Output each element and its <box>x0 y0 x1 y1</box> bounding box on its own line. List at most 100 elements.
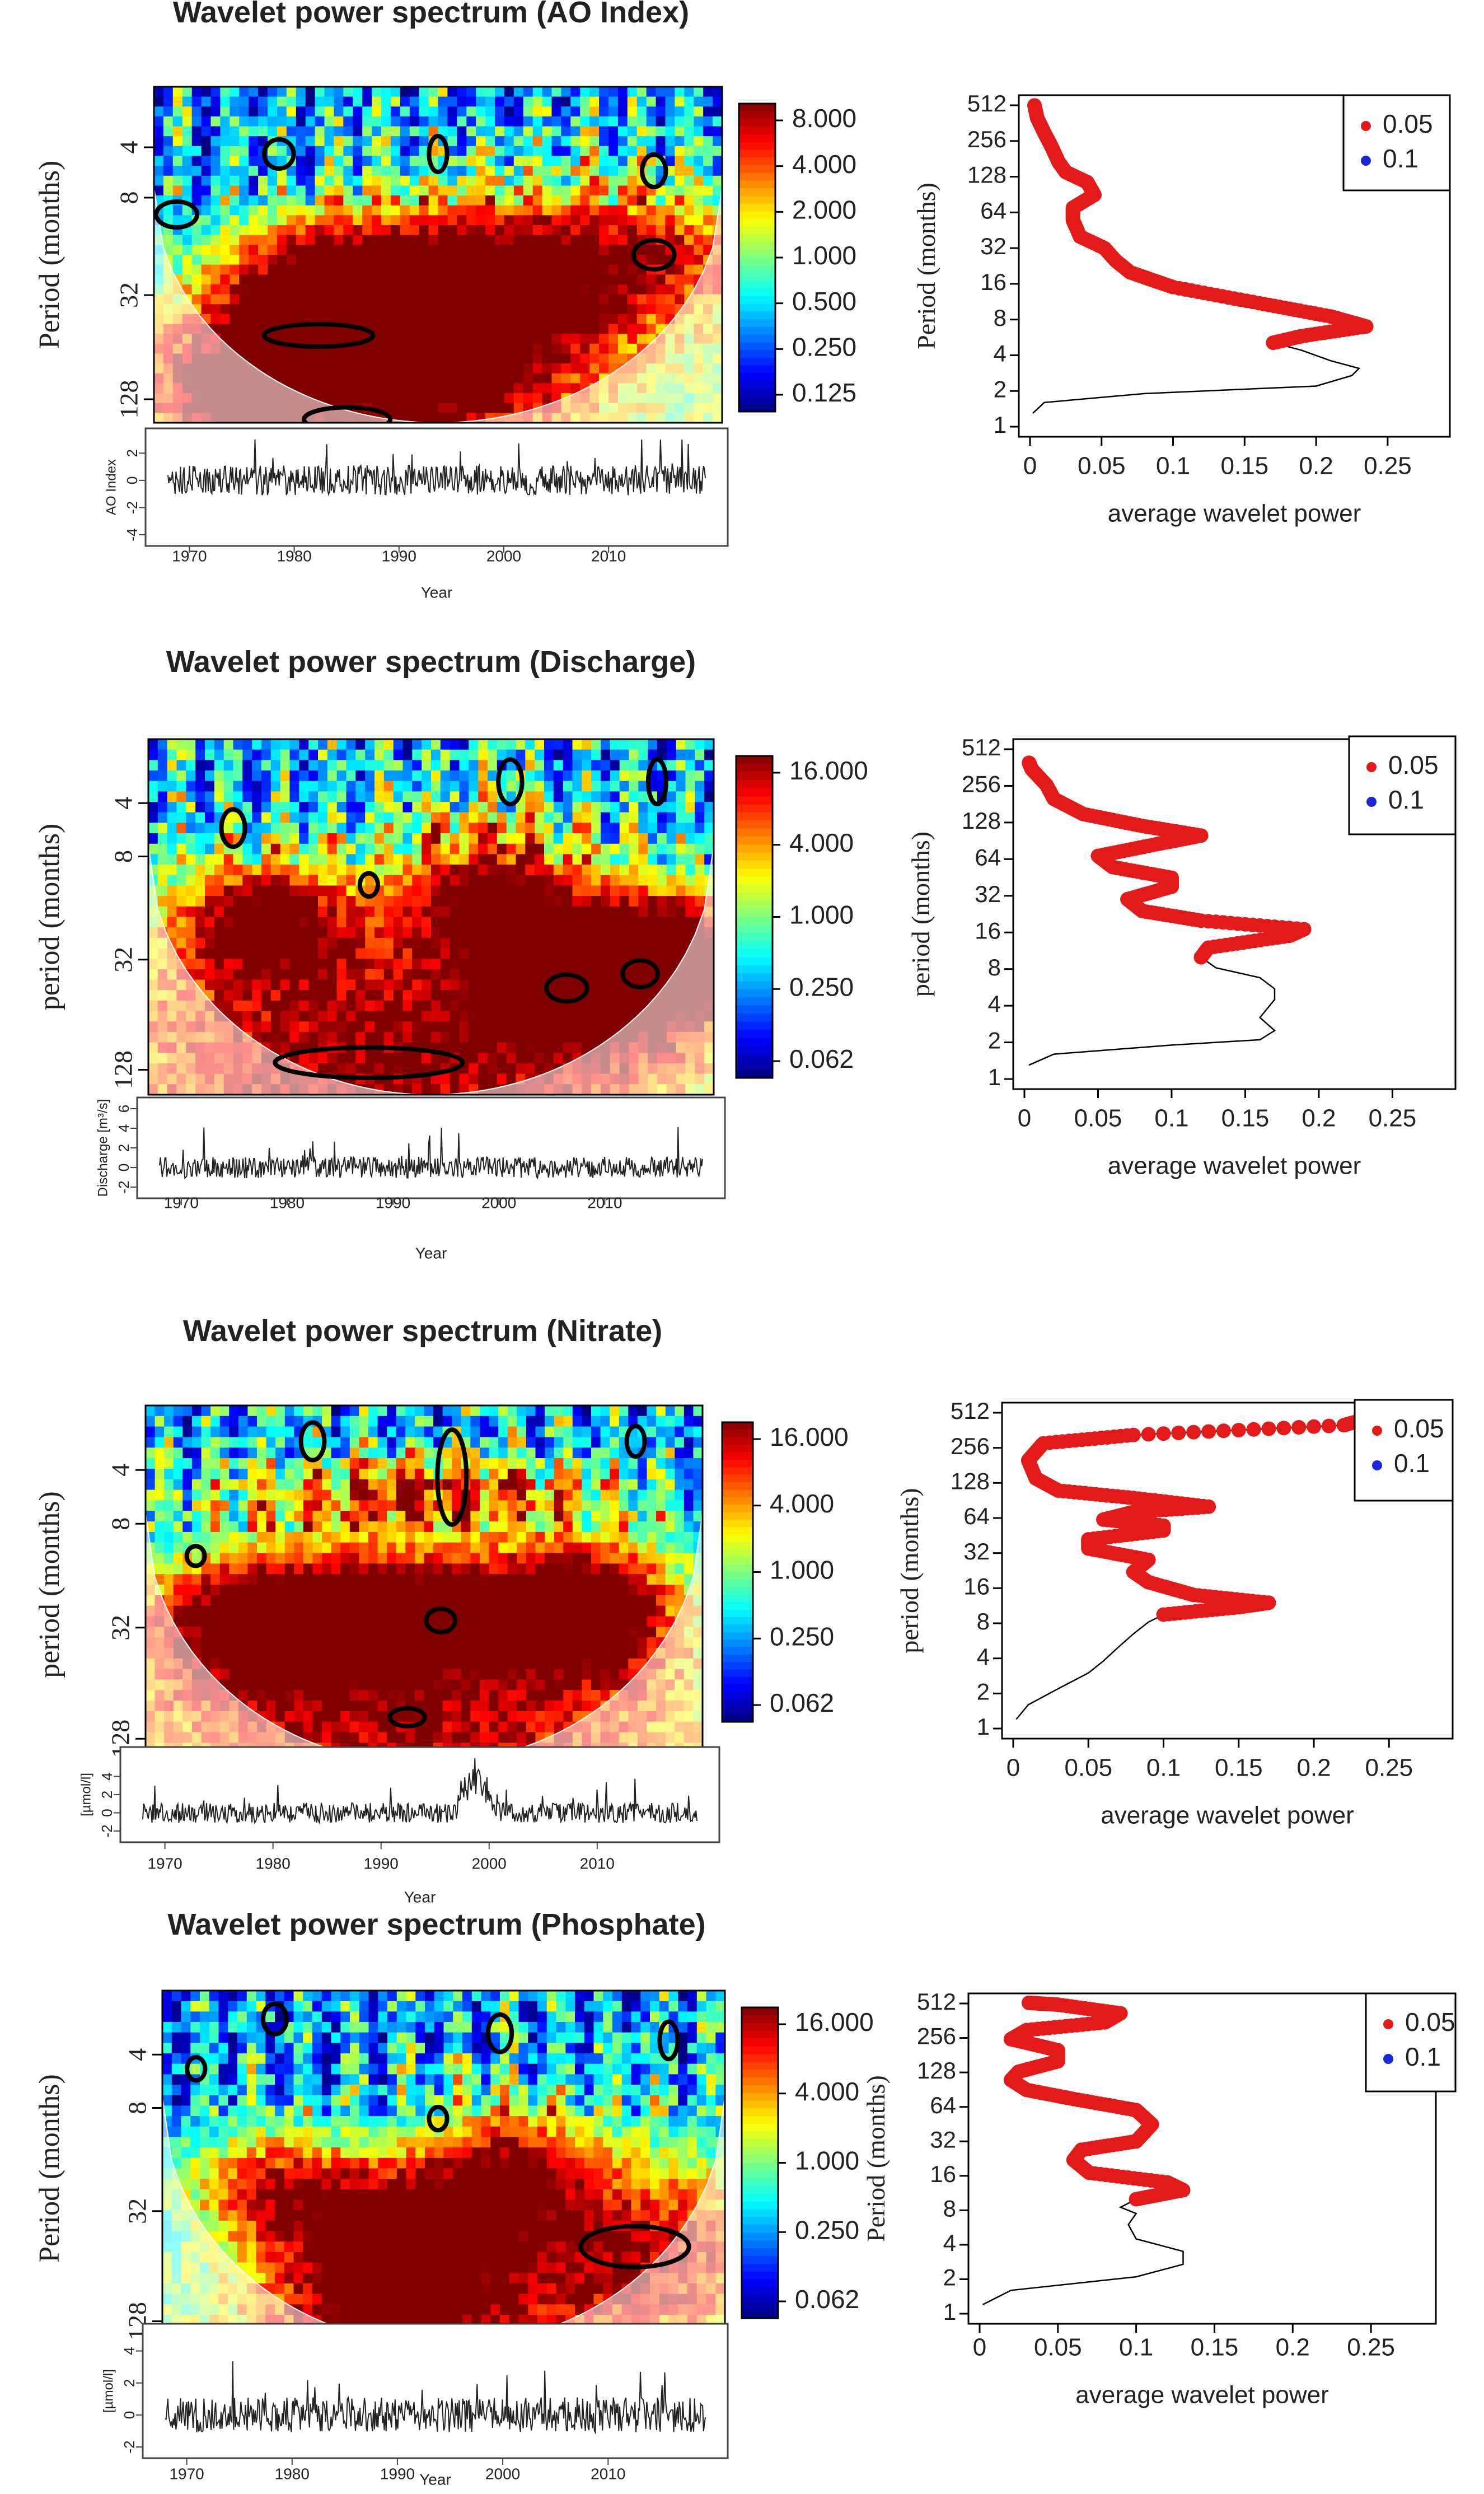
year-tick-label: 1980 <box>270 1194 305 1211</box>
colorbar-label: 16.000 <box>795 2007 874 2037</box>
avg-ytick-label: 4 <box>977 1643 990 1670</box>
avg-xtick-label: 0.05 <box>1078 452 1126 480</box>
colorbar-label: 0.250 <box>792 332 856 361</box>
series-ytick-label: 2 <box>121 2379 138 2386</box>
series-ytick-label: -2 <box>124 501 141 514</box>
legend-marker <box>1383 2054 1393 2064</box>
wavelet-heatmap: 4 8 32 128 Period (months) <box>34 86 723 424</box>
colorbar-label: 16.000 <box>789 756 868 785</box>
series-ytick-label: 4 <box>115 1124 132 1132</box>
avg-ytick-label: 256 <box>967 126 1007 152</box>
colorbar-label: 1.000 <box>792 241 856 270</box>
year-tick-label: 1980 <box>277 547 311 564</box>
significance-contour <box>302 405 393 423</box>
year-tick-label: 2000 <box>486 547 521 564</box>
legend-label: 0.05 <box>1394 1414 1444 1443</box>
time-series-frame <box>136 1096 726 1199</box>
significant-point <box>1171 1426 1186 1440</box>
significance-contour <box>544 972 589 1004</box>
avg-ytick-label: 32 <box>930 2126 956 2152</box>
avg-xtick-label: 0.25 <box>1365 1754 1413 1782</box>
significance-contour <box>184 1544 207 1568</box>
legend-marker <box>1361 156 1371 166</box>
avg-xtick-label: 0.2 <box>1299 452 1333 480</box>
avg-ytick-label: 512 <box>951 1398 990 1424</box>
period-tick-label: 32 <box>115 282 143 308</box>
avg-ytick-label: 2 <box>988 1028 1001 1054</box>
year-tick-label: 1970 <box>169 2465 204 2482</box>
significant-point <box>1156 1426 1171 1441</box>
period-tick-label: 8 <box>109 850 138 863</box>
period-tick-label: 8 <box>123 2101 152 2114</box>
avg-xtick-label: 0.05 <box>1074 1105 1122 1132</box>
colorbar-label: 2.000 <box>792 195 856 224</box>
significant-point <box>1246 1422 1261 1437</box>
avg-ytick-label: 16 <box>980 269 1007 295</box>
year-tick-label: 1990 <box>382 547 416 564</box>
time-series-line <box>142 1758 697 1825</box>
period-tick-label: 32 <box>109 947 138 973</box>
colorbar-label: 0.500 <box>792 287 856 316</box>
avg-xtick-label: 0.1 <box>1146 1754 1181 1782</box>
avg-ytick-label: 16 <box>975 917 1001 944</box>
period-tick-label: 4 <box>109 797 138 810</box>
significance-contour <box>624 1423 647 1459</box>
colorbar-label: 8.000 <box>792 104 856 133</box>
significant-point <box>1321 1418 1336 1433</box>
avg-ytick-label: 64 <box>963 1503 990 1529</box>
heatmap-frame <box>153 86 723 424</box>
colorbar-label: 1.000 <box>789 900 854 930</box>
significance-contour <box>620 958 660 989</box>
avg-ytick-label: 128 <box>917 2057 956 2084</box>
significance-contour <box>262 322 376 349</box>
wavelet-heatmap: 4 8 32 128 period (months) <box>34 738 715 1096</box>
cone-of-influence <box>146 1513 703 1764</box>
wavelet-panel-1: Wavelet power spectrum (AO Index)4832128… <box>34 0 1451 601</box>
panel-title: Wavelet power spectrum (Discharge) <box>166 645 696 679</box>
legend-label: 0.05 <box>1405 2007 1455 2037</box>
significant-point <box>1201 1424 1216 1439</box>
series-ylabel: [µmol/l] <box>78 1773 93 1816</box>
significant-point <box>1231 1423 1246 1437</box>
period-tick-label: 4 <box>123 2048 152 2061</box>
series-ytick-label: 0 <box>121 2411 138 2419</box>
avg-legend: 0.05 0.1 <box>1354 1399 1454 1502</box>
avg-xlabel: average wavelet power <box>1108 500 1361 527</box>
avg-ytick-label: 32 <box>975 881 1001 907</box>
avg-legend: 0.05 0.1 <box>1348 735 1457 835</box>
colorbar-label: 4.000 <box>770 1489 834 1518</box>
avg-ytick-label: 32 <box>980 233 1007 259</box>
period-tick-label: 128 <box>109 1050 138 1089</box>
avg-xtick-label: 0.25 <box>1347 2334 1395 2361</box>
avg-ytick-label: 2 <box>994 376 1007 402</box>
significant-point <box>1022 755 1037 770</box>
avg-xtick-label: 0 <box>973 2334 986 2361</box>
period-tick-label: 8 <box>115 192 143 204</box>
significance-contour <box>154 199 200 230</box>
avg-ytick-label: 16 <box>930 2161 956 2187</box>
significance-contour <box>496 757 525 806</box>
significance-contour <box>273 1045 465 1080</box>
year-tick-label: 1970 <box>172 547 207 564</box>
average-wavelet-power-plot: 0 0.05 0.1 0.15 0.2 0.25 average wavelet power… <box>895 1398 1454 1829</box>
colorbar-label: 0.062 <box>789 1044 854 1073</box>
legend-label: 0.1 <box>1405 2042 1441 2071</box>
colorbar: 16.000 4.000 1.000 0.250 0.062 <box>741 2006 874 2319</box>
avg-xtick-label: 0.1 <box>1119 2334 1153 2361</box>
avg-xlabel: average wavelet power <box>1108 1152 1361 1180</box>
avg-ytick-label: 4 <box>988 991 1001 1017</box>
significant-point <box>1261 1421 1276 1436</box>
avg-xtick-label: 0 <box>1023 452 1037 480</box>
year-tick-label: 2010 <box>591 2465 625 2482</box>
significance-contour <box>645 757 669 806</box>
avg-xtick-label: 0.05 <box>1034 2334 1082 2361</box>
avg-ytick-label: 256 <box>917 2023 956 2049</box>
series-ytick-label: 0 <box>115 1164 132 1171</box>
avg-xtick-label: 0.15 <box>1215 1754 1263 1782</box>
avg-ytick-label: 64 <box>980 197 1007 223</box>
significance-contour <box>424 1606 458 1634</box>
significant-point <box>1021 1995 1036 2010</box>
legend-label: 0.05 <box>1383 109 1433 138</box>
year-tick-label: 1970 <box>147 1855 182 1872</box>
